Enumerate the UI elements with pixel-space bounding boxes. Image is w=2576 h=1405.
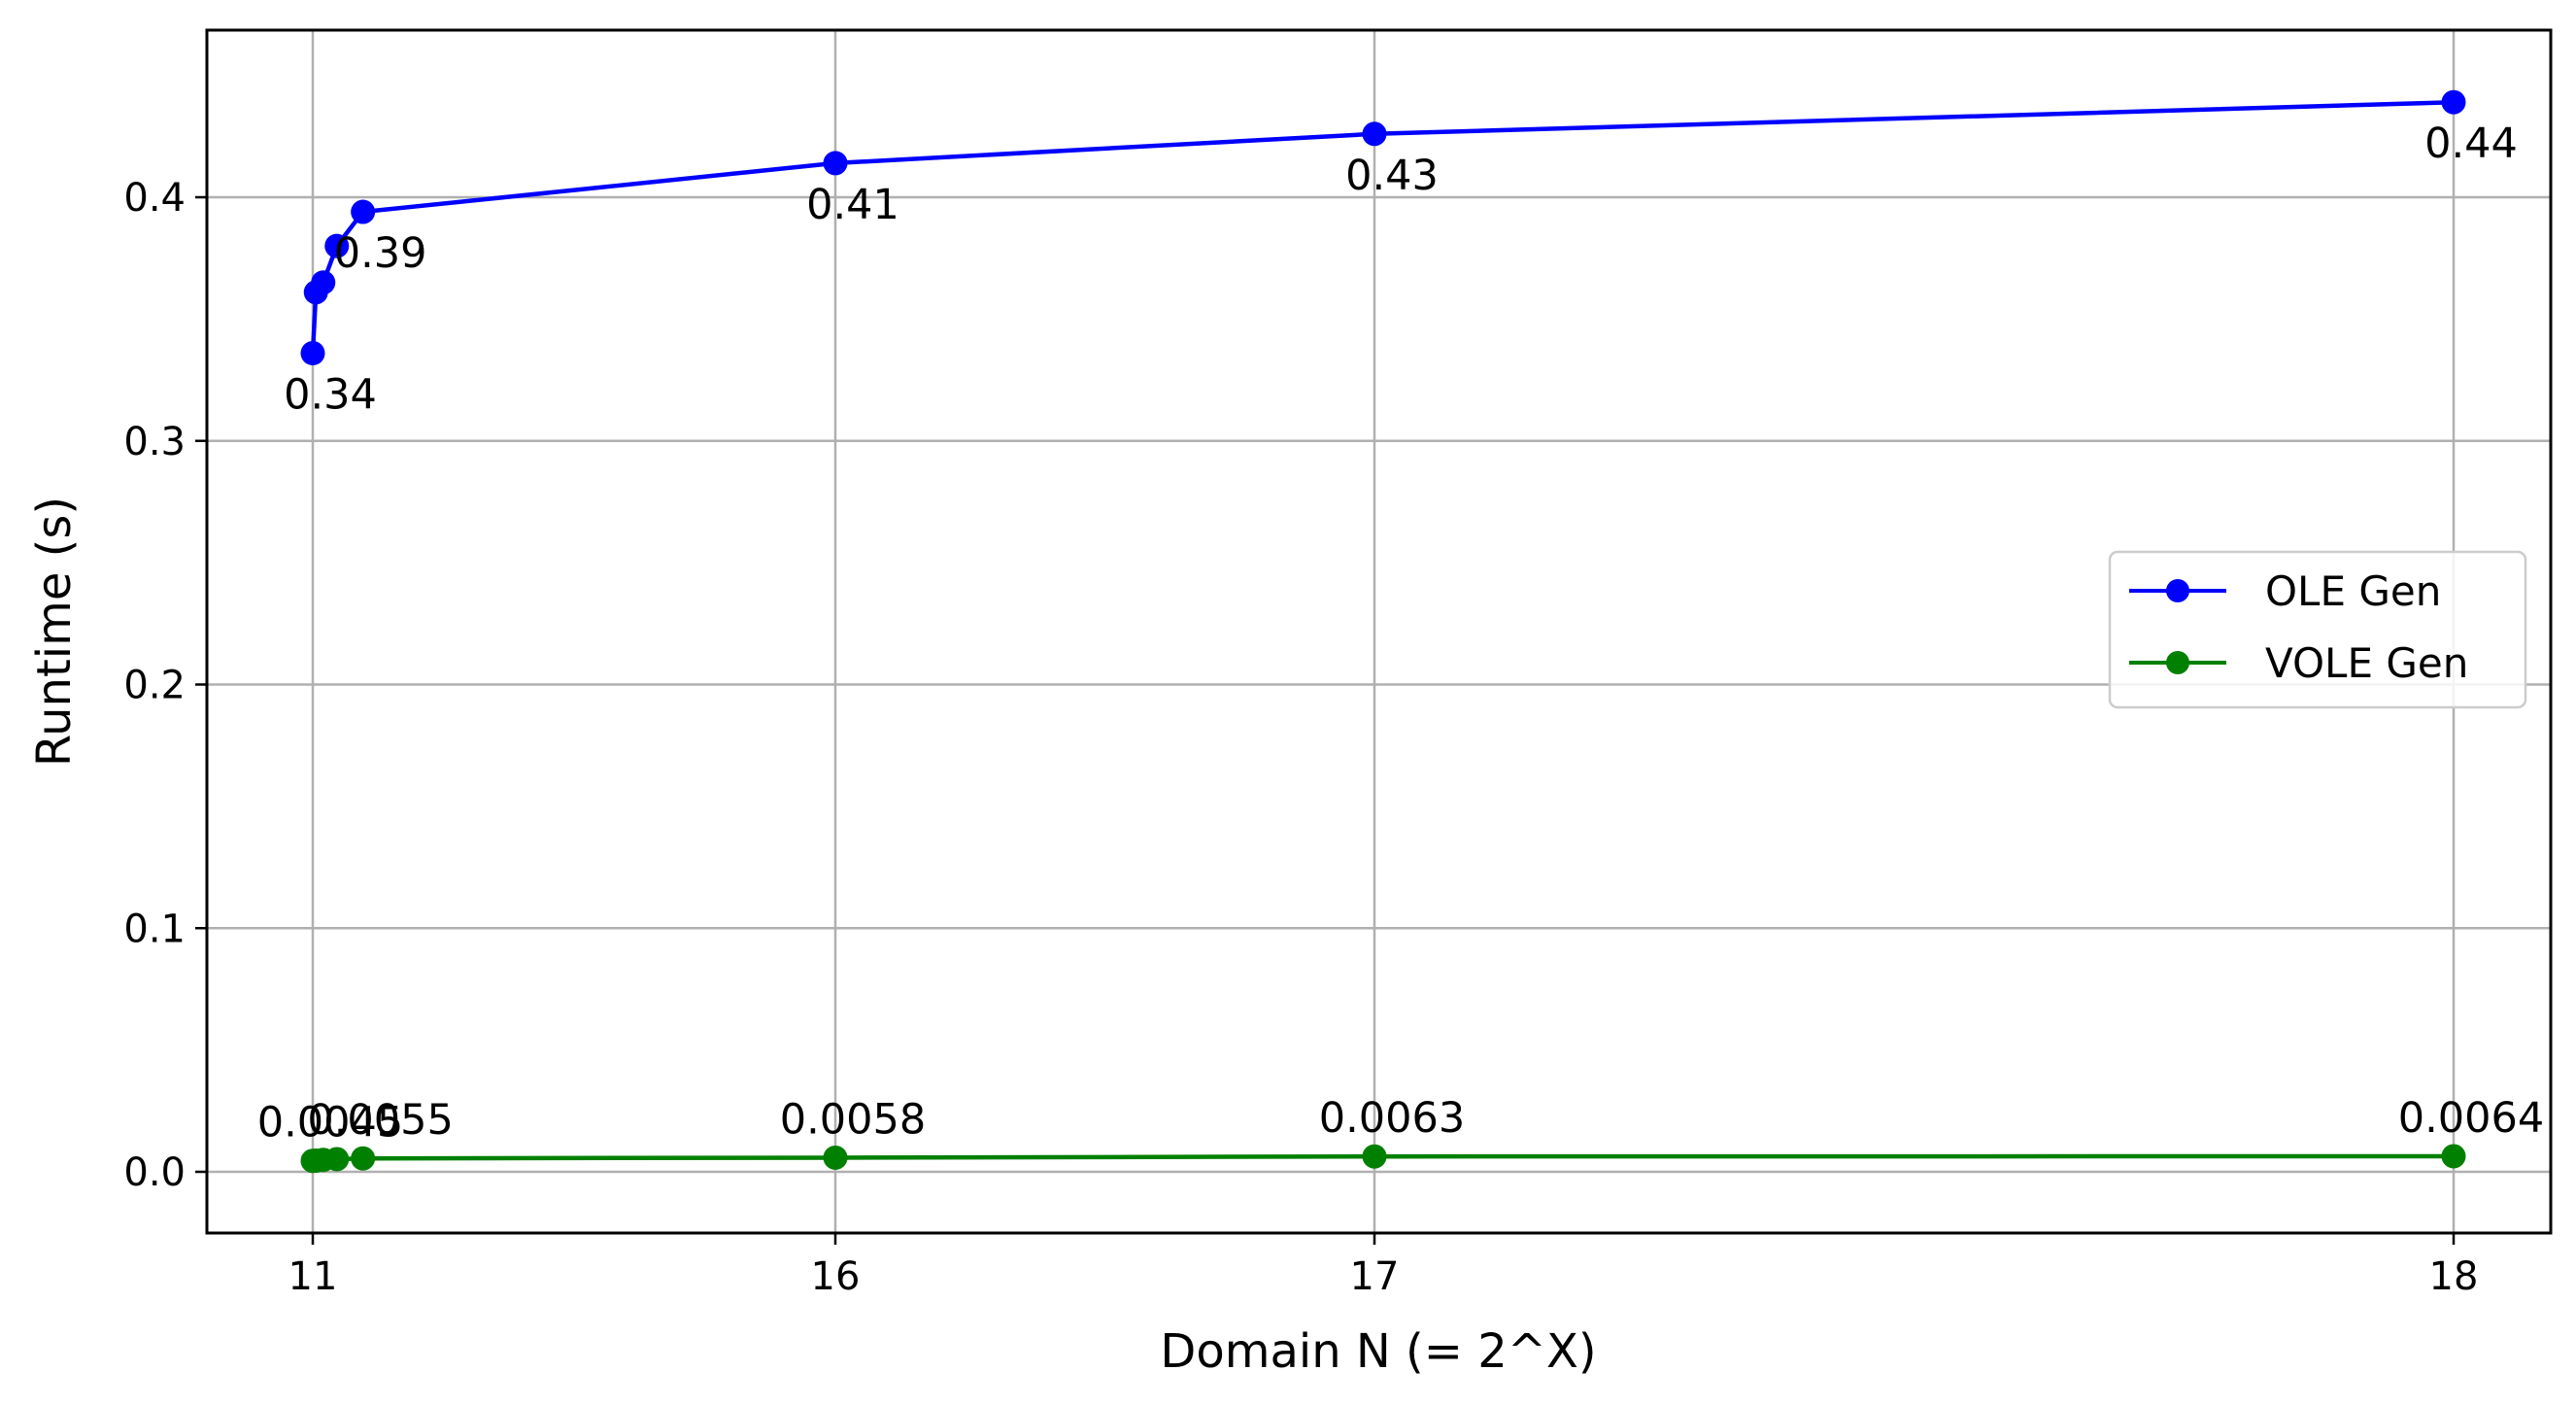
y-tick-label: 0.2 [123,664,186,708]
y-tick-label: 0.4 [123,176,186,221]
legend-entry-vole-gen: VOLE Gen [2129,639,2468,687]
legend-marker-vole-gen [2166,651,2189,674]
y-tick-label: 0.1 [123,907,186,951]
y-axis-label: Runtime (s) [27,497,82,767]
data-point-vole-gen [1362,1144,1387,1169]
legend-marker-ole-gen [2166,579,2189,602]
x-axis-label: Domain N (= 2^X) [1160,1324,1596,1379]
data-label-ole-gen: 0.43 [1345,152,1439,200]
data-point-vole-gen [324,1147,350,1172]
y-tick-label: 0.3 [123,420,186,464]
data-label-ole-gen: 0.34 [284,370,377,419]
data-point-ole-gen [300,340,325,365]
y-tick-label: 0.0 [123,1150,186,1195]
data-point-ole-gen [2441,89,2466,115]
x-tick-label: 17 [1350,1254,1400,1299]
data-label-ole-gen: 0.39 [334,229,427,278]
data-label-vole-gen: 0.0064 [2398,1094,2544,1143]
legend-label-vole-gen: VOLE Gen [2265,639,2468,687]
data-point-ole-gen [351,199,376,224]
data-label-vole-gen: 0.0045 [257,1099,403,1148]
data-label-vole-gen: 0.0055 [307,1096,453,1145]
x-tick-label: 18 [2429,1254,2479,1299]
data-label-ole-gen: 0.44 [2424,120,2518,168]
data-label-vole-gen: 0.0058 [780,1095,926,1144]
legend: OLE Gen VOLE Gen [2108,550,2527,709]
legend-entry-ole-gen: OLE Gen [2129,567,2441,615]
data-point-ole-gen [823,151,848,176]
axis-ticks: 11 16 17 18 0.0 0.1 0.2 0.3 0.4 [123,176,2478,1299]
data-label-ole-gen: 0.41 [806,181,899,229]
data-point-ole-gen [324,233,350,258]
legend-label-ole-gen: OLE Gen [2265,567,2441,615]
data-point-vole-gen [351,1146,376,1171]
data-label-vole-gen: 0.0063 [1319,1094,1465,1143]
data-point-ole-gen [1362,121,1387,147]
data-point-ole-gen [311,270,336,295]
x-tick-label: 16 [811,1254,861,1299]
plot-area-frame [205,28,2553,1235]
data-point-vole-gen [2441,1144,2466,1169]
series-layer [300,89,2466,1174]
x-tick-label: 11 [288,1254,338,1299]
data-point-vole-gen [823,1145,848,1170]
